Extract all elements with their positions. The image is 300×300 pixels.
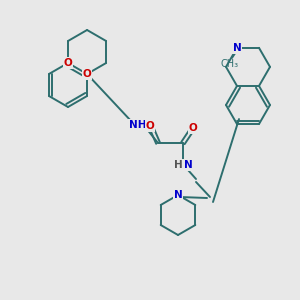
Text: CH₃: CH₃ — [221, 59, 239, 69]
Text: O: O — [83, 69, 92, 79]
Text: N: N — [174, 190, 182, 200]
Text: O: O — [189, 123, 197, 133]
Text: NH: NH — [129, 120, 147, 130]
Text: O: O — [64, 58, 72, 68]
Text: N: N — [184, 160, 192, 170]
Text: N: N — [232, 43, 242, 53]
Text: O: O — [146, 121, 154, 131]
Text: H: H — [174, 160, 182, 170]
